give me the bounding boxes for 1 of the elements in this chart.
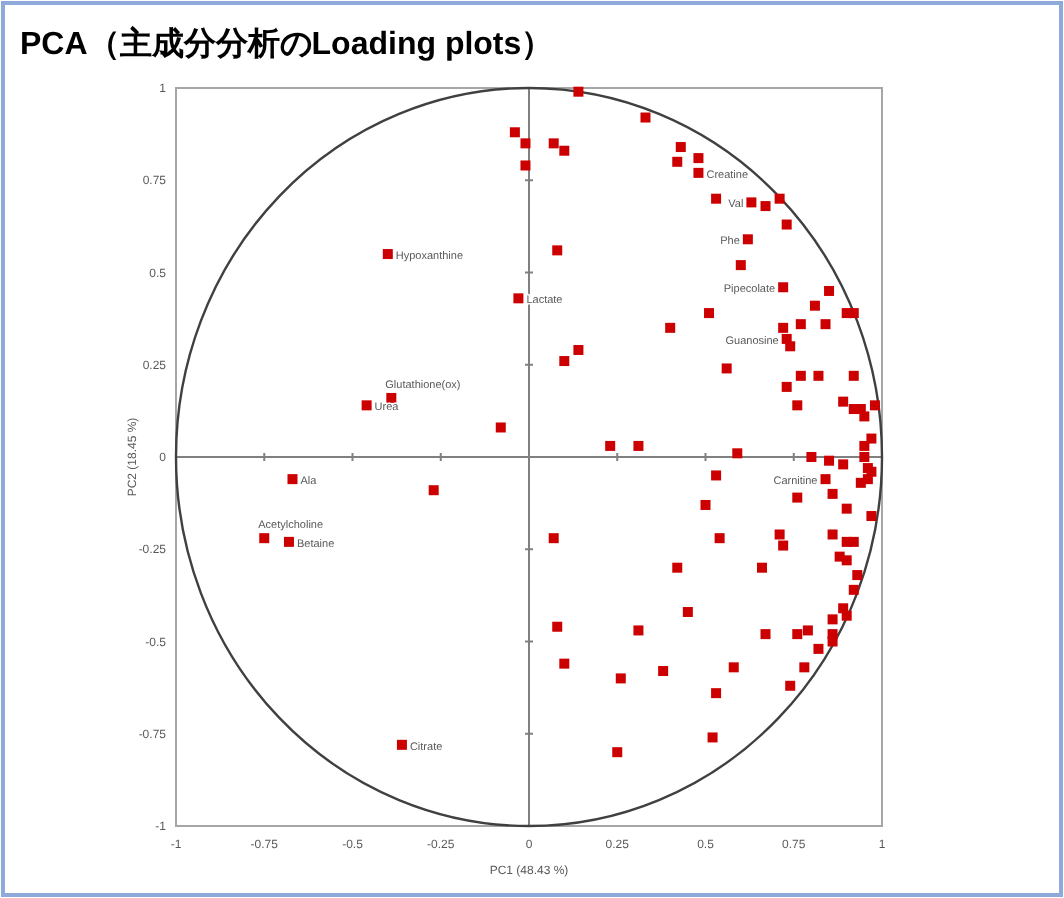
chart-title: PCA（主成分分析のLoading plots） [20,24,554,62]
